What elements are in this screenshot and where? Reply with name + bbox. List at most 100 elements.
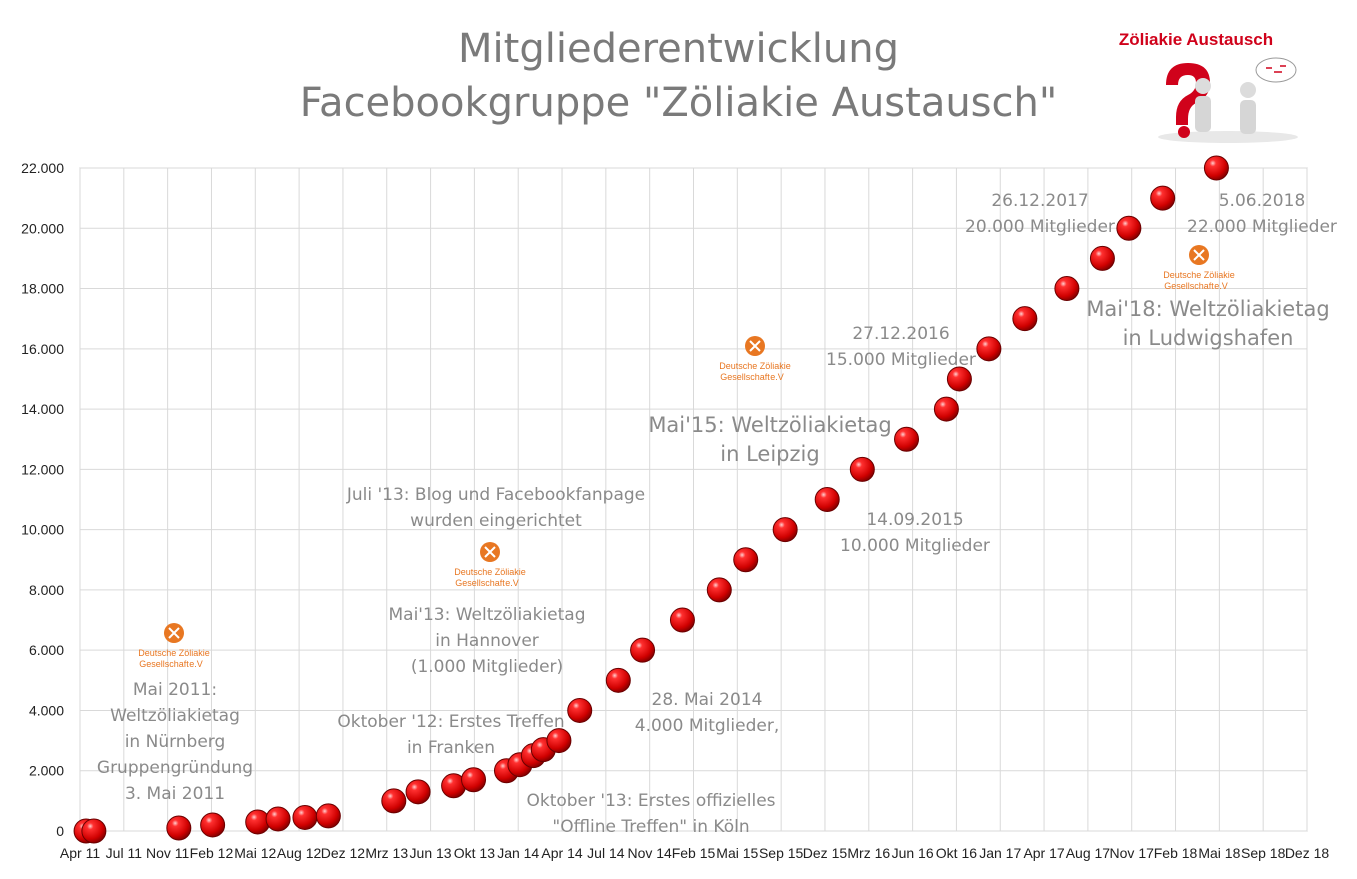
axis-ticks: 0 2.000 4.000 6.000 8.000 10.000 12.000 14.000 1… — [21, 160, 1329, 861]
data-point — [630, 637, 656, 663]
x-tick-label: Mrz 16 — [847, 845, 890, 861]
y-tick-label: 22.000 — [21, 160, 64, 176]
x-tick-label: Jan 14 — [497, 845, 539, 861]
y-tick-label: 18.000 — [21, 281, 64, 297]
y-tick-label: 8.000 — [29, 582, 64, 598]
x-tick-label: Mai 18 — [1198, 845, 1240, 861]
data-point — [946, 366, 972, 392]
x-tick-label: Jul 11 — [106, 845, 143, 861]
data-point — [669, 607, 695, 633]
annotation-line: 26.12.2017 — [991, 191, 1088, 211]
data-point — [814, 487, 840, 512]
dzg-logo-cross — [1193, 249, 1205, 261]
annotation-line: 3. Mai 2011 — [125, 784, 225, 804]
data-point — [166, 815, 192, 841]
annotation-line: Mai'13: Weltzöliakietag — [389, 605, 586, 625]
dzg-logo-line1: Deutsche Zöliakie — [454, 567, 526, 577]
x-tick-label: Dez 15 — [803, 845, 848, 861]
annotation-line: Oktober '12: Erstes Treffen — [337, 712, 564, 732]
data-point — [461, 767, 487, 793]
annotation-line: Mai 2011: — [133, 680, 217, 700]
data-point — [405, 779, 431, 805]
annotation-line: 15.000 Mitglieder — [826, 350, 976, 370]
data-point — [292, 804, 318, 830]
data-point — [1116, 215, 1142, 241]
question-mark-figures-icon — [1158, 57, 1298, 143]
x-tick-label: Feb 15 — [672, 845, 716, 861]
y-tick-label: 12.000 — [21, 461, 64, 477]
data-point — [605, 667, 631, 693]
annotation-line: 28. Mai 2014 — [652, 690, 763, 710]
y-tick-label: 2.000 — [29, 763, 64, 779]
annotation-line: 27.12.2016 — [852, 324, 949, 344]
y-tick-label: 16.000 — [21, 341, 64, 357]
x-tick-label: Jul 14 — [587, 845, 625, 861]
annotation-line: 14.09.2015 — [866, 510, 963, 530]
data-point — [976, 336, 1002, 362]
annotation-line: Mai'15: Weltzöliakietag — [648, 413, 891, 437]
dzg-logo-line3: e.V — [189, 659, 203, 669]
data-point — [933, 396, 959, 422]
annotation-line: in Nürnberg — [125, 732, 226, 752]
x-tick-label: Okt 13 — [454, 845, 495, 861]
y-tick-label: 14.000 — [21, 401, 64, 417]
dzg-logo-line3: e.V — [770, 372, 784, 382]
x-tick-label: Apr 17 — [1023, 845, 1064, 861]
x-tick-label: Aug 12 — [277, 845, 322, 861]
x-tick-label: Mrz 13 — [365, 845, 408, 861]
data-point — [381, 788, 407, 814]
data-point — [1150, 185, 1176, 211]
dzg-logo-line1: Deutsche Zöliakie — [719, 361, 791, 371]
data-points — [73, 155, 1229, 844]
annotation-line: 5.06.2018 — [1219, 191, 1306, 211]
y-tick-label: 20.000 — [21, 220, 64, 236]
dzg-logo-cross — [749, 340, 761, 352]
data-point — [315, 803, 341, 829]
x-tick-label: Mai 12 — [234, 845, 276, 861]
dzg-logo-line2: Gesellschaft — [1164, 281, 1214, 291]
data-point — [849, 456, 875, 482]
annotation-line: 20.000 Mitglieder — [965, 217, 1115, 237]
y-tick-label: 6.000 — [29, 642, 64, 658]
x-tick-label: Apr 11 — [60, 845, 100, 861]
annotation-line: (1.000 Mitglieder) — [411, 657, 563, 677]
chart-title: Mitgliederentwicklung Facebookgruppe "Zö… — [0, 22, 1357, 130]
x-tick-label: Okt 16 — [936, 845, 977, 861]
dzg-logo-line1: Deutsche Zöliakie — [138, 648, 210, 658]
dzg-logo-line2: Gesellschaft — [720, 372, 770, 382]
x-tick-label: Feb 18 — [1154, 845, 1198, 861]
annotation-line: in Franken — [407, 738, 495, 758]
data-point — [265, 806, 291, 832]
annotation-line: 22.000 Mitglieder — [1187, 217, 1337, 237]
dzg-logo-cross — [484, 546, 496, 558]
x-tick-label: Mai 15 — [716, 845, 758, 861]
annotation-line: 10.000 Mitglieder — [840, 536, 990, 556]
brand-logo: Zöliakie Austausch — [1119, 30, 1298, 143]
data-point — [772, 517, 798, 543]
data-point — [81, 818, 107, 844]
data-point — [200, 812, 226, 838]
annotation-line: Weltzöliakietag — [110, 706, 240, 726]
y-tick-label: 0 — [56, 823, 64, 839]
annotation-line: in Hannover — [435, 631, 539, 651]
x-tick-label: Sep 18 — [1241, 845, 1286, 861]
annotation-line: Oktober '13: Erstes offizielles — [526, 791, 775, 811]
annotation-line: in Leipzig — [720, 442, 819, 466]
data-point — [706, 577, 732, 603]
x-tick-label: Jun 13 — [410, 845, 452, 861]
x-tick-label: Aug 17 — [1066, 845, 1111, 861]
annotation-line: Mai'18: Weltzöliakietag — [1086, 297, 1329, 321]
annotation-line: wurden eingerichtet — [410, 511, 582, 531]
dzg-logo-line2: Gesellschaft — [455, 578, 505, 588]
chart-title-line-2: Facebookgruppe "Zöliakie Austausch" — [299, 80, 1058, 126]
data-point — [567, 697, 593, 723]
x-tick-label: Feb 12 — [190, 845, 234, 861]
x-tick-label: Jun 16 — [892, 845, 934, 861]
annotations: Mai 2011: Weltzöliakietag in Nürnberg Grupp… — [97, 191, 1337, 837]
y-tick-label: 4.000 — [29, 702, 64, 718]
data-point — [546, 728, 572, 754]
dzg-logo-cross — [168, 627, 180, 639]
